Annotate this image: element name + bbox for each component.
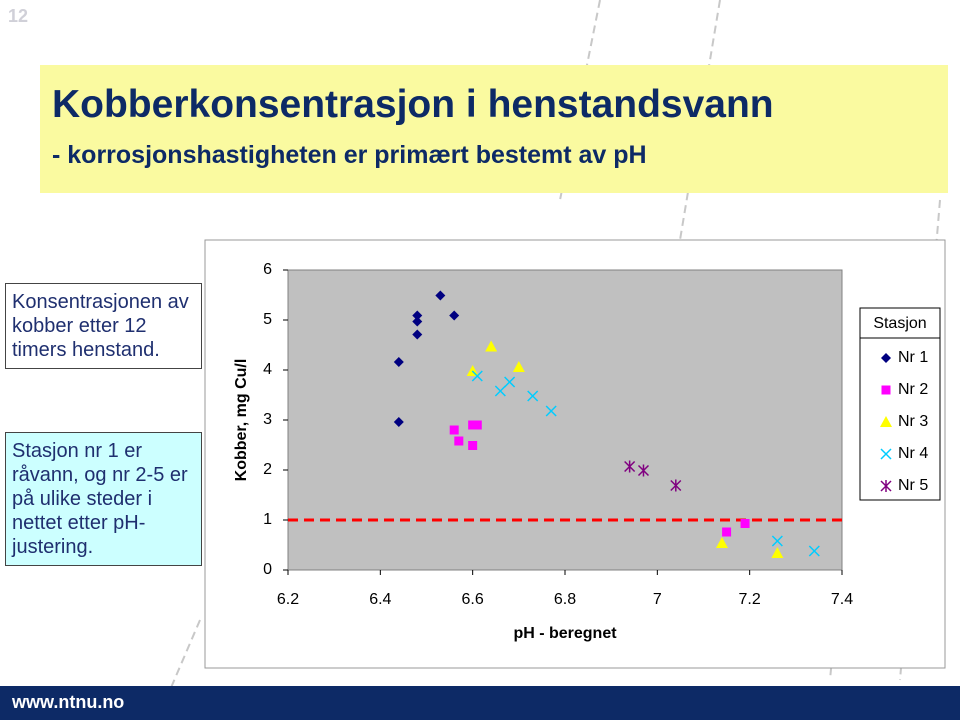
- marker: [771, 547, 784, 558]
- x-tick-label: 7.2: [739, 591, 761, 608]
- y-axis-label: Kobber, mg Cu/l: [233, 359, 250, 482]
- legend-label: Nr 2: [898, 381, 928, 398]
- marker: [485, 340, 498, 352]
- marker: [670, 479, 682, 492]
- marker: [637, 464, 650, 477]
- y-tick-label: 2: [263, 461, 272, 478]
- marker: [740, 519, 750, 528]
- marker: [412, 316, 423, 327]
- marker: [393, 357, 404, 367]
- x-tick-label: 6.4: [369, 591, 391, 608]
- text-box: Stasjon nr 1 er råvann, og nr 2-5 er på …: [5, 432, 202, 566]
- marker: [624, 460, 636, 473]
- y-tick-label: 0: [263, 561, 272, 578]
- title: Kobberkonsentrasjon i henstandsvann: [52, 83, 774, 126]
- marker: [527, 390, 539, 402]
- marker: [466, 365, 479, 376]
- legend-label: Nr 5: [898, 477, 928, 494]
- marker: [449, 310, 460, 321]
- legend-label: Nr 1: [898, 349, 928, 366]
- marker: [449, 425, 459, 435]
- marker: [471, 370, 483, 382]
- legend-title: Stasjon: [873, 315, 926, 332]
- legend-marker: [880, 416, 892, 427]
- marker: [715, 537, 728, 548]
- legend-marker: [880, 448, 892, 460]
- legend-marker: [881, 385, 891, 395]
- marker: [454, 436, 464, 446]
- legend: [859, 307, 941, 501]
- page-number: 12: [8, 6, 29, 26]
- marker: [808, 545, 820, 557]
- marker: [468, 420, 478, 430]
- legend-label: Nr 3: [898, 413, 928, 430]
- legend-label: Nr 4: [898, 445, 928, 462]
- subtitle: - korrosjonshastigheten er primært beste…: [52, 141, 647, 169]
- legend-marker: [880, 480, 892, 492]
- y-tick-label: 1: [263, 511, 272, 528]
- x-tick-label: 7.4: [831, 591, 853, 608]
- footer-text: www.ntnu.no: [12, 692, 125, 712]
- x-tick-label: 7: [653, 591, 662, 608]
- plot-area: [287, 269, 843, 571]
- marker: [412, 329, 423, 340]
- marker: [545, 405, 557, 417]
- x-tick-label: 6.8: [554, 591, 576, 608]
- marker: [504, 376, 516, 388]
- x-tick-label: 6.6: [462, 591, 484, 608]
- marker: [494, 385, 506, 397]
- x-axis-label: pH - beregnet: [513, 625, 617, 642]
- marker: [512, 361, 525, 372]
- text-box: Konsentrasjonen av kobber etter 12 timer…: [5, 283, 202, 369]
- marker: [393, 417, 404, 427]
- legend-marker: [881, 353, 891, 363]
- legend-title-box: [859, 307, 941, 339]
- marker: [722, 527, 732, 537]
- x-tick-label: 6.2: [277, 591, 299, 608]
- y-tick-label: 4: [263, 361, 272, 378]
- header: Kobberkonsentrasjon i henstandsvann - ko…: [40, 65, 948, 193]
- marker: [771, 535, 783, 547]
- y-tick-label: 3: [263, 411, 272, 428]
- marker: [435, 290, 446, 301]
- marker: [472, 420, 482, 430]
- y-tick-label: 5: [263, 311, 272, 328]
- marker: [412, 310, 423, 321]
- marker: [468, 441, 478, 450]
- y-tick-label: 6: [263, 261, 272, 278]
- footer: www.ntnu.no: [0, 686, 960, 720]
